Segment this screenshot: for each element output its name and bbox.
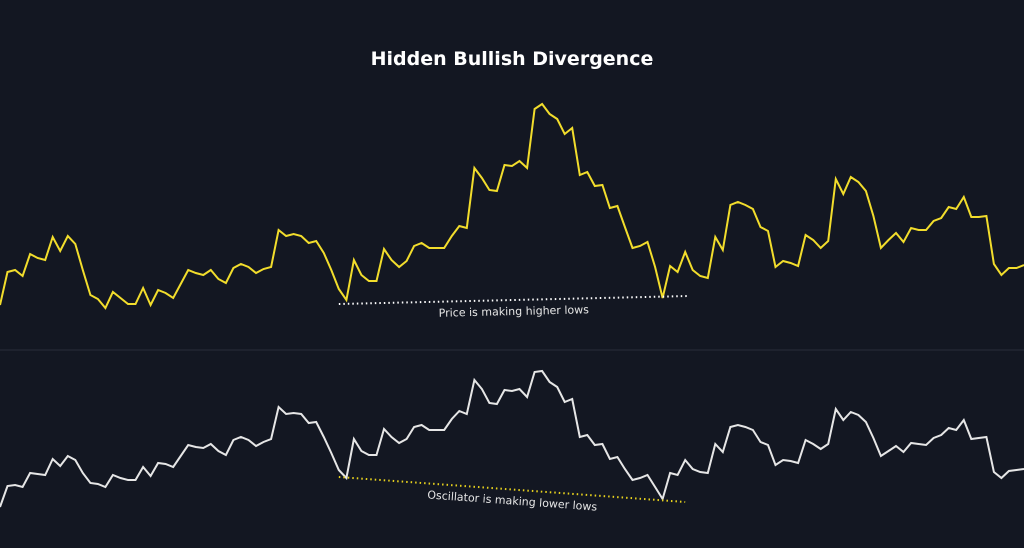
price-divergence-line (338, 295, 689, 305)
price-annotation-label: Price is making higher lows (439, 303, 590, 319)
chart-title: Hidden Bullish Divergence (370, 48, 654, 70)
oscillator-annotation-label: Oscillator is making lower lows (427, 488, 598, 513)
price-series-line (0, 102, 1024, 310)
oscillator-series-line (0, 369, 1024, 508)
oscillator-divergence-line (338, 476, 686, 503)
